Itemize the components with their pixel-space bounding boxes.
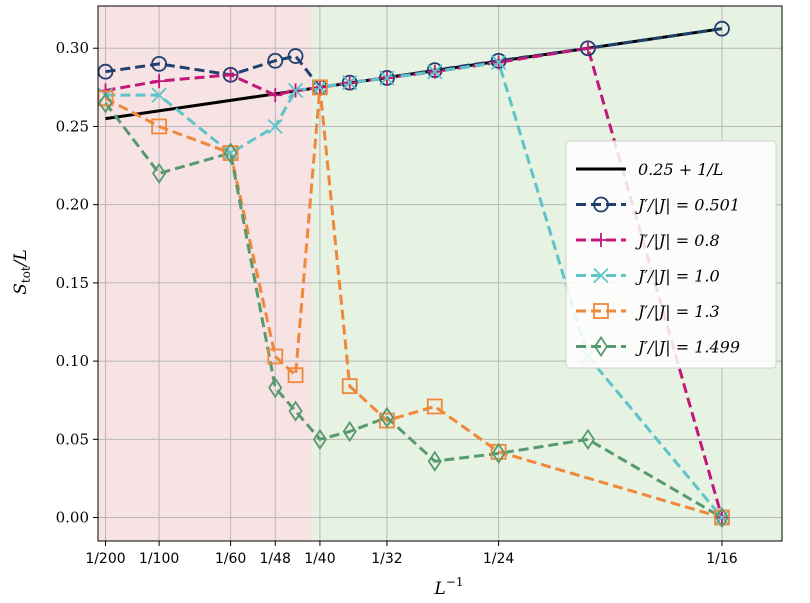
x-tick-label: 1/32 [371, 551, 402, 567]
data-point [426, 398, 443, 415]
legend-marker [594, 233, 608, 247]
data-point [288, 400, 303, 422]
data-point [97, 63, 114, 80]
data-point [222, 145, 239, 161]
plot-frame [97, 5, 783, 542]
data-point [97, 90, 114, 107]
y-tick-label: 0.20 [56, 196, 89, 214]
legend-label: J′/|J| = 0.8 [635, 231, 720, 250]
data-point [427, 64, 443, 80]
x-axis-label-sup: −1 [446, 575, 464, 589]
x-tick-label: 1/48 [260, 551, 291, 567]
data-point [312, 428, 328, 450]
legend-marker [593, 196, 609, 213]
y-tick-label: 0.10 [56, 352, 89, 370]
data-point [342, 75, 358, 91]
y-axis-label-sub: tot [19, 266, 33, 283]
data-point [379, 70, 395, 86]
data-point [427, 450, 442, 472]
x-axis-label: L−1 [434, 575, 464, 599]
y-tick-label: 0.30 [56, 39, 89, 57]
legend-label: J′/|J| = 1.0 [635, 267, 720, 286]
data-point [287, 82, 304, 99]
data-point [223, 142, 238, 164]
data-point [379, 406, 395, 429]
data-point [268, 377, 283, 399]
data-point [714, 506, 730, 529]
data-point [714, 509, 730, 526]
data-point [312, 79, 328, 95]
y-tick-label: 0.25 [56, 117, 89, 135]
legend-marker [593, 303, 609, 319]
x-tick-label: 1/100 [139, 551, 179, 567]
data-point [267, 52, 284, 69]
data-point [151, 55, 168, 72]
legend-marker [593, 335, 609, 358]
data-point [287, 367, 304, 384]
legend-box [565, 140, 777, 369]
y-tick-label: 0.00 [56, 509, 89, 527]
data-point [151, 118, 168, 135]
data-point [341, 378, 358, 395]
legend-label: 0.25 + 1/L [638, 160, 723, 179]
legend-label: J′/|J| = 0.501 [635, 196, 740, 215]
data-point [491, 442, 506, 465]
data-point [312, 79, 328, 96]
x-axis-ticks: 1/200 1/100 1/60 1/48 1/40 1/32 1/24 1/16 [85, 541, 738, 567]
y-tick-label: 0.05 [56, 430, 89, 448]
series-line-3 [105, 60, 724, 519]
data-point [580, 428, 596, 450]
x-tick-label: 1/60 [215, 551, 246, 567]
x-tick-label: 1/24 [483, 551, 515, 567]
y-axis-label-main: S [11, 283, 31, 295]
legend: 0.25 + 1/L J′/|J| = 0.501 J′/|J| = 0.8 J′/|… [565, 140, 777, 369]
y-axis-label: Stot/L [11, 249, 33, 295]
data-point [287, 48, 304, 64]
series-line-5 [104, 102, 723, 519]
data-point [98, 92, 113, 114]
x-tick-label: 1/200 [85, 551, 125, 567]
data-point [580, 41, 595, 56]
data-point [490, 54, 507, 70]
data-point [267, 348, 284, 365]
data-point [152, 162, 167, 185]
legend-label: J′/|J| = 1.3 [635, 302, 720, 321]
x-tick-label: 1/16 [706, 551, 738, 567]
y-tick-label: 0.15 [56, 274, 89, 292]
data-point [151, 87, 167, 103]
x-axis-label-main: L [434, 579, 446, 599]
y-axis-ticks: 0.00 0.05 0.10 0.15 0.20 0.25 0.30 [56, 39, 98, 527]
legend-marker [593, 267, 609, 284]
data-point [152, 74, 167, 89]
data-point [267, 118, 283, 135]
data-point [268, 88, 283, 103]
legend-label: J′/|J| = 1.499 [635, 338, 740, 357]
data-point [342, 420, 357, 443]
data-point [223, 67, 238, 82]
y-axis-label-tail: /L [11, 249, 31, 268]
series-markers [97, 20, 730, 529]
series-line-2 [105, 46, 724, 518]
x-tick-label: 1/40 [304, 551, 335, 567]
data-point [714, 20, 730, 37]
